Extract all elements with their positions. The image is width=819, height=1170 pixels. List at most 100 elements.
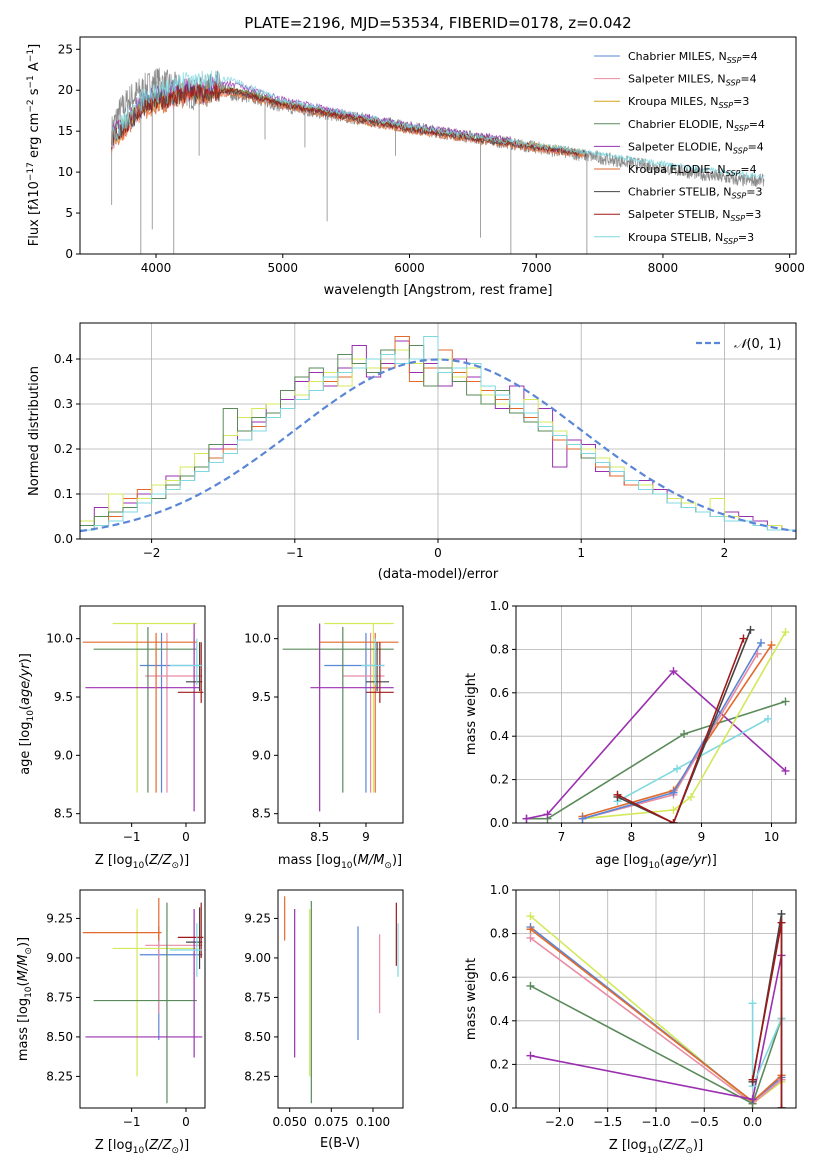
y-tick-label: 5 [65,206,73,220]
mass-weight-marker [757,638,765,647]
mass-weight-marker [526,981,535,990]
y-tick-label: 8.75 [46,990,73,1004]
age-vs-Z-x-label: Z [log10(Z/Z⊙)] [95,853,189,871]
x-tick-label: 0.075 [314,1115,348,1129]
figure-title: PLATE=2196, MJD=53534, FIBERID=0178, z=0… [244,14,631,32]
mass-vs-Z-y-ticks: 8.25 8.50 8.75 9.00 9.25 [46,911,80,1083]
x-tick-label: 5000 [267,261,298,275]
y-tick-label: 15 [58,124,73,138]
spectrum-frame [79,36,797,255]
weight-vs-Z-panel: −2.0 −1.5 −1.0 −0.5 0.0 0.0 0.2 0.4 0.6 0.8 1.0 Z… [464,883,797,1156]
spectrum-panel: 4000 5000 6000 7000 8000 9000 0 5 10 15 20 25 wave… [26,36,805,298]
weight-vs-age-panel: 7 8 9 10 0.0 0.2 0.4 0.6 0.8 1.0 age [log10(age/… [464,599,797,871]
x-tick-label: −1 [286,546,304,560]
mass-weight-marker [669,788,678,797]
weight-vs-Z-y-ticks: 0.0 0.2 0.4 0.6 0.8 1.0 [490,883,516,1115]
mass-weight-marker [526,1051,535,1060]
x-tick-label: 4000 [141,261,172,275]
y-tick-label: 20 [58,83,73,97]
x-tick-label: −2.0 [545,1115,574,1129]
legend-label: Kroupa MILES, NSSP=3 [628,95,749,110]
mass-weight-marker [526,925,535,934]
mass-weight-marker [543,810,552,819]
mass-weight-marker [687,792,695,801]
age-vs-mass-panel: 8.5 9 8.59.09.510.0 mass [log10(M/M⊙)] [244,605,404,871]
x-tick-label: −2 [143,546,161,560]
model-spectrum-line [111,81,588,156]
spectrum-legend: Chabrier MILES, NSSP=4 Salpeter MILES, NS… [594,50,765,246]
legend-label: Salpeter MILES, NSSP=4 [628,73,757,88]
y-tick-label: 1.0 [490,599,509,613]
normal-curve-legend-label: 𝒩(0, 1) [734,337,781,352]
y-tick-label: 0.0 [490,816,509,830]
x-tick-label: 10 [764,830,779,844]
y-tick-label: 10.0 [244,632,271,646]
mass-weight-marker [748,1095,757,1104]
y-tick-label: 8.5 [54,807,73,821]
spectrum-y-ticks: 0 5 10 15 20 25 [58,42,80,261]
mass-weight-marker [781,766,790,775]
y-tick-label: 8.50 [244,1030,271,1044]
residuals-x-label: (data-model)/error [378,567,499,582]
y-tick-label: 8.50 [46,1030,73,1044]
age-vs-Z-plot-area [82,622,204,812]
spectrum-x-label: wavelength [Angstrom, rest frame] [324,283,553,298]
y-tick-label: 0.4 [54,352,73,366]
y-tick-label: 0.4 [490,1014,509,1028]
mass-weight-marker [777,909,786,918]
y-tick-label: 0.6 [490,686,509,700]
mass-weight-marker [777,918,786,927]
mass-weight-marker [767,641,776,650]
y-tick-label: 0.0 [490,1101,509,1115]
mass-weight-line [526,669,787,820]
mass-vs-ebv-x-label: E(B-V) [320,1136,360,1151]
x-tick-label: 1 [577,546,585,560]
y-tick-label: 0 [65,247,73,261]
x-tick-label: 8 [628,830,636,844]
x-tick-label: 9 [698,830,706,844]
legend-label: Kroupa STELIB, NSSP=3 [628,231,754,246]
spectrum-x-ticks: 4000 5000 6000 7000 8000 9000 [141,254,805,275]
x-tick-label: 0.050 [272,1115,306,1129]
mass-weight-marker [526,933,535,942]
x-tick-label: 8000 [648,261,679,275]
mass-vs-Z-y-label: mass [log10(M/M⊙)] [16,937,34,1061]
legend-label: Salpeter STELIB, NSSP=3 [628,208,761,223]
residuals-plot-area [80,336,796,539]
mass-weight-marker [613,790,622,799]
mass-vs-ebv-x-ticks: 0.050 0.075 0.100 [272,1108,390,1129]
mass-vs-Z-plot-area [82,897,204,1104]
model-spectrum-line [111,70,765,179]
weight-vs-age-plot-area [522,625,790,823]
mass-weight-marker [781,628,790,637]
mass-weight-line [617,629,752,823]
legend-label: Kroupa ELODIE, NSSP=4 [628,163,757,178]
mass-weight-line [582,631,787,820]
weight-vs-age-x-label: age [log10(age/yr)] [595,853,717,871]
mass-weight-marker [748,1075,757,1084]
x-tick-label: 2 [721,546,729,560]
age-vs-mass-plot-area [282,622,399,812]
y-tick-label: 8.5 [252,807,271,821]
x-tick-label: 0 [434,546,442,560]
weight-vs-age-y-label: mass weight [464,673,479,755]
mass-vs-ebv-frame [277,889,404,1109]
weight-vs-age-x-ticks: 7 8 9 10 [558,823,779,844]
y-tick-label: 0.1 [54,487,73,501]
legend-label: Chabrier MILES, NSSP=4 [628,50,758,65]
legend-label: Salpeter ELODIE, NSSP=4 [628,140,764,155]
x-tick-label: 0 [182,1115,190,1129]
y-tick-label: 8.25 [46,1069,73,1083]
mass-weight-marker [669,667,678,676]
mass-vs-Z-x-ticks: −1 0 [123,1108,190,1129]
weight-vs-age-grid [516,605,796,824]
mass-weight-marker [764,714,772,723]
y-tick-label: 9.25 [244,911,271,925]
mass-vs-Z-x-label: Z [log10(Z/Z⊙)] [95,1138,189,1156]
y-tick-label: 1.0 [490,883,509,897]
age-vs-Z-x-ticks: −1 0 [123,823,190,844]
weight-vs-Z-plot-area [526,909,786,1108]
y-tick-label: 0.8 [490,927,509,941]
x-tick-label: 0.0 [743,1115,762,1129]
